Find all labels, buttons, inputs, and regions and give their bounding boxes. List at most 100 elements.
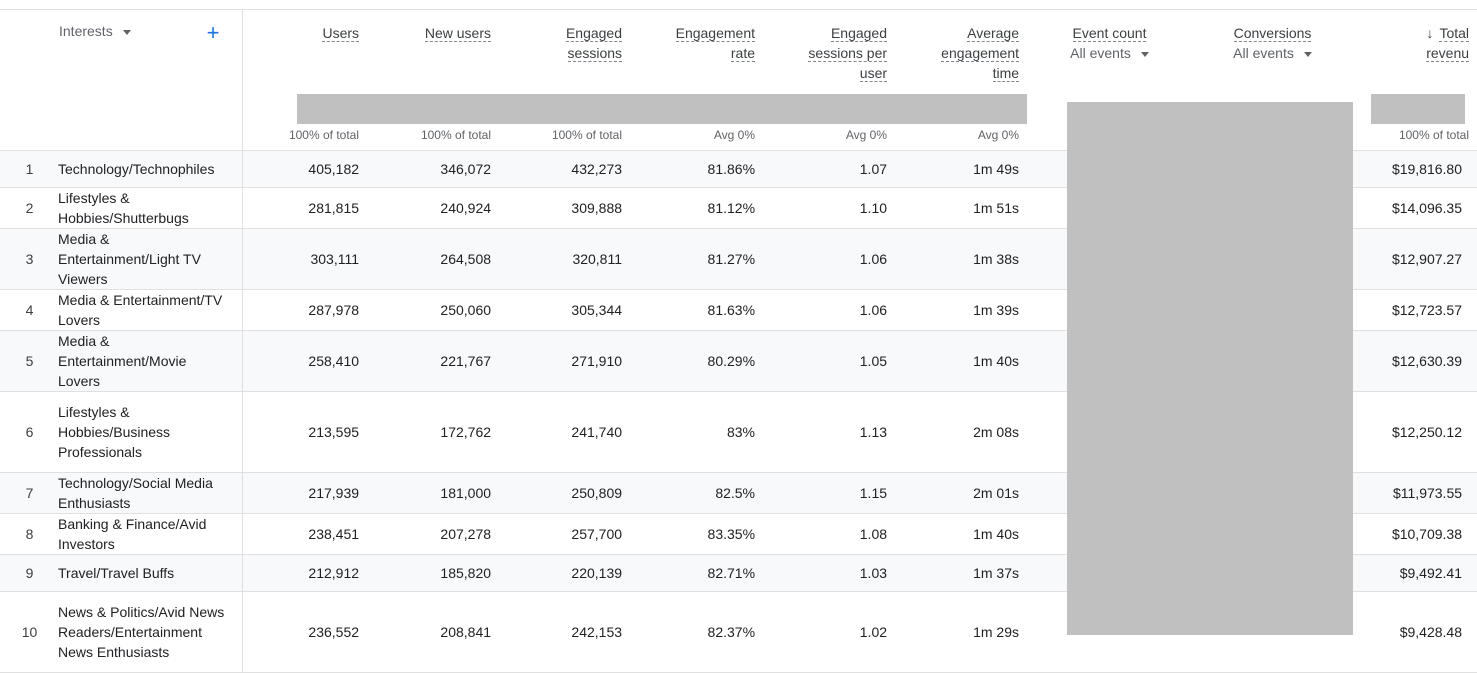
metric-value: 1m 37s <box>973 565 1020 581</box>
metric-value: 305,344 <box>571 302 623 318</box>
metric-value: 1m 40s <box>973 353 1020 369</box>
metric-value: 83.35% <box>707 526 756 542</box>
metric-value: 81.27% <box>707 251 756 267</box>
column-header[interactable]: Conversions All events <box>1200 10 1353 151</box>
column-label: Engagement rate <box>675 25 756 62</box>
redaction <box>1067 102 1353 635</box>
interest-name: Banking & Finance/Avid Investors <box>45 513 243 555</box>
row-rank: 4 <box>25 302 34 318</box>
metric-value: 1.07 <box>859 161 888 177</box>
interest-name: Technology/Social Media Enthusiasts <box>45 472 243 514</box>
metric-value: 1.06 <box>859 302 888 318</box>
metric-value: 172,762 <box>440 424 492 440</box>
row-rank: 5 <box>25 353 34 369</box>
metric-value: 264,508 <box>440 251 492 267</box>
column-header[interactable]: Engagement rate Avg 0% <box>630 10 763 151</box>
metric-value: 2m 01s <box>973 485 1020 501</box>
metric-value: 2m 08s <box>973 424 1020 440</box>
metric-value: 250,060 <box>440 302 492 318</box>
column-header[interactable]: ↓ Total revenu 100% of total <box>1353 10 1477 151</box>
metric-value: 309,888 <box>571 200 623 216</box>
metric-value: 405,182 <box>308 161 360 177</box>
metric-value: 320,811 <box>572 251 623 267</box>
filter-label: All events <box>1070 45 1131 61</box>
column-total: 100% of total <box>288 128 360 142</box>
metric-value: 303,111 <box>310 251 360 267</box>
row-rank: 7 <box>25 485 34 501</box>
caret <box>1140 51 1149 57</box>
column-total: 100% of total <box>1398 128 1470 142</box>
row-rank: 10 <box>21 624 38 640</box>
metric-value: 81.86% <box>707 161 756 177</box>
column-total: Avg 0% <box>977 128 1020 142</box>
metric-value: 1m 39s <box>973 302 1020 318</box>
column-header[interactable]: Users 100% of total <box>242 10 367 151</box>
metric-value: $19,816.80 <box>1391 161 1463 177</box>
column-label-wrap: Engaged sessions <box>538 23 623 63</box>
metric-value: 257,700 <box>571 526 623 542</box>
metric-value: 1m 51s <box>973 200 1020 216</box>
dimension-header: Interests + <box>0 9 243 151</box>
redaction <box>297 94 1027 124</box>
column-label: Total revenu <box>1426 25 1470 62</box>
metric-value: $11,973.55 <box>1392 485 1463 501</box>
row-rank: 9 <box>25 565 34 581</box>
metric-value: $9,428.48 <box>1399 624 1463 640</box>
column-label: New users <box>424 25 492 42</box>
dimension-select[interactable]: Interests <box>59 23 131 39</box>
column-total: 100% of total <box>551 128 623 142</box>
metric-value: 236,552 <box>308 624 360 640</box>
column-total: Avg 0% <box>713 128 756 142</box>
metric-value: 250,809 <box>571 485 623 501</box>
metric-value: 238,451 <box>308 526 360 542</box>
metric-value: 181,000 <box>440 485 492 501</box>
metric-value: 281,815 <box>308 200 360 216</box>
metric-value: 1.10 <box>859 200 888 216</box>
interest-name: Travel/Travel Buffs <box>45 554 243 592</box>
row-rank: 3 <box>25 251 34 267</box>
metric-value: 213,595 <box>308 424 360 440</box>
page: {"header": {"dimension": "Interests", "a… <box>0 9 1477 673</box>
column-label-wrap: ↓ Total revenu <box>1385 23 1470 63</box>
metric-value: 207,278 <box>440 526 492 542</box>
row-rank: 2 <box>25 200 34 216</box>
metric-value: 1.13 <box>859 424 888 440</box>
row-rank: 8 <box>25 526 34 542</box>
column-filter[interactable]: All events <box>1027 45 1192 61</box>
metric-value: $12,723.57 <box>1391 302 1463 318</box>
metric-value: 242,153 <box>571 624 623 640</box>
column-label-wrap: Average engagement time <box>935 23 1020 83</box>
interest-name: Lifestyles & Hobbies/Business Profession… <box>45 391 243 473</box>
interest-name: Media & Entertainment/TV Lovers <box>45 289 243 331</box>
metric-value: 271,910 <box>571 353 623 369</box>
interest-name: Lifestyles & Hobbies/Shutterbugs <box>45 187 243 229</box>
column-header[interactable]: Event count All events <box>1027 10 1200 151</box>
add-dimension[interactable]: + <box>206 20 220 45</box>
metric-value: $12,630.39 <box>1391 353 1463 369</box>
column-filter[interactable]: All events <box>1200 45 1345 61</box>
column-header[interactable]: Engaged sessions 100% of total <box>499 10 630 151</box>
interest-name: Media & Entertainment/Light TV Viewers <box>45 228 243 290</box>
metric-value: 82.5% <box>715 485 756 501</box>
column-header[interactable]: New users 100% of total <box>367 10 499 151</box>
metric-value: 208,841 <box>440 624 492 640</box>
column-label: Event count <box>1072 25 1147 42</box>
metric-value: $12,250.12 <box>1391 424 1463 440</box>
interest-name: Media & Entertainment/Movie Lovers <box>45 330 243 392</box>
metric-value: 81.12% <box>707 200 756 216</box>
column-header[interactable]: Engaged sessions per user Avg 0% <box>763 10 895 151</box>
metric-value: 1m 49s <box>973 161 1020 177</box>
table-row: 4 Media & Entertainment/TV Lovers 287,978 2… <box>0 289 1477 331</box>
column-label-wrap: Conversions <box>1233 23 1312 43</box>
metric-value: 220,139 <box>571 565 623 581</box>
column-label-wrap: Engagement rate <box>671 23 756 63</box>
metric-value: 1.05 <box>859 353 888 369</box>
filter-label: All events <box>1233 45 1294 61</box>
column-total: Avg 0% <box>845 128 888 142</box>
column-header[interactable]: Average engagement time Avg 0% <box>895 10 1027 151</box>
column-total: 100% of total <box>420 128 492 142</box>
metric-value: $14,096.35 <box>1391 200 1463 216</box>
header-row: Interests + Users 100% of total New users 1… <box>0 9 1477 151</box>
metric-value: 80.29% <box>707 353 756 369</box>
metric-value: 1.03 <box>859 565 888 581</box>
